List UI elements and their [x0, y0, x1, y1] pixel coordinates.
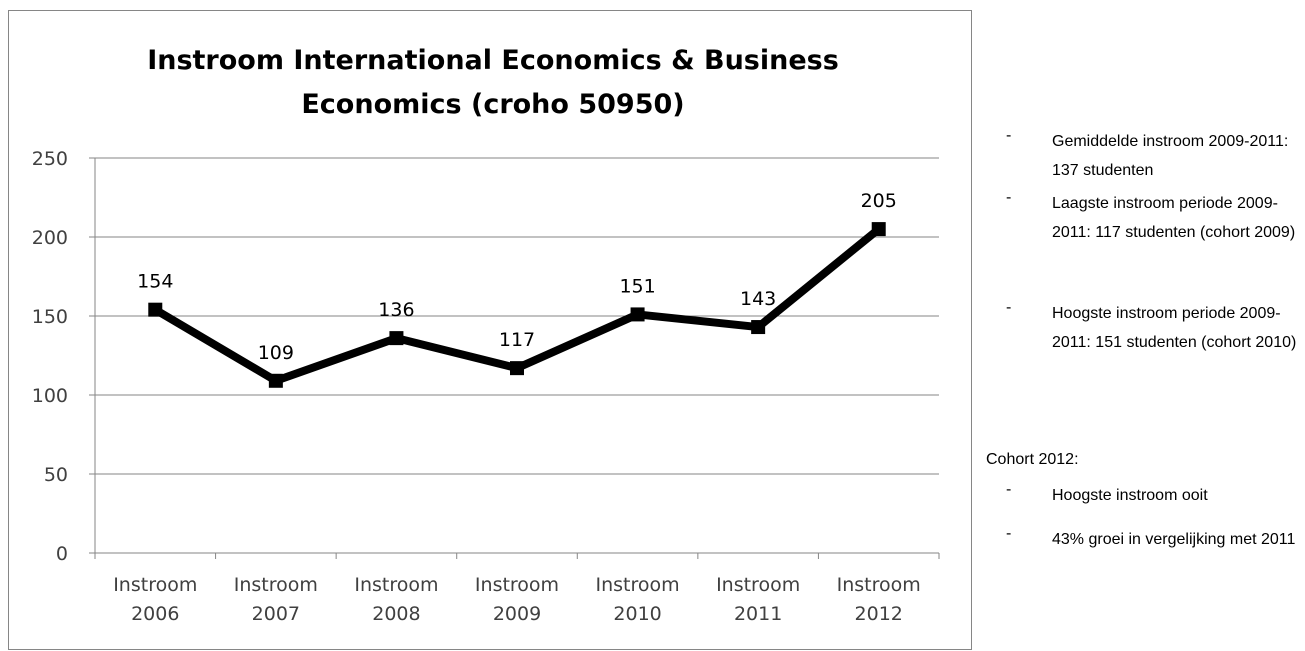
y-axis-ticks: 0 50 100 150 200 250: [32, 148, 68, 565]
data-label: 205: [861, 190, 897, 212]
note-dash: -: [1006, 525, 1012, 542]
x-category-label: Instroom 2008: [354, 574, 438, 625]
x-category-label-line: 2010: [613, 603, 661, 625]
note-text: Hoogste instroom ooit: [1052, 487, 1208, 504]
x-category-label: Instroom 2012: [837, 574, 921, 625]
x-category-label: Instroom 2011: [716, 574, 800, 625]
data-point-marker: [871, 222, 886, 237]
data-point-marker: [751, 320, 766, 335]
series-markers: [148, 222, 886, 388]
chart-title-line-1: Instroom International Economics & Busin…: [147, 45, 839, 76]
x-category-label: Instroom 2010: [595, 574, 679, 625]
y-tick-label: 0: [56, 543, 68, 565]
note-dash: -: [1006, 189, 1012, 206]
x-category-label-line: 2006: [131, 603, 179, 625]
x-category-label-line: 2009: [493, 603, 541, 625]
x-category-label-line: Instroom: [837, 574, 921, 596]
x-category-label: Instroom 2006: [113, 574, 197, 625]
cohort-heading: Cohort 2012:: [986, 451, 1079, 468]
data-point-marker: [510, 361, 524, 376]
note-text: 43% groei in vergelijking met 2011: [1052, 531, 1296, 548]
note-text: Gemiddelde instroom 2009-2011: 137 stude…: [1052, 133, 1289, 179]
x-category-label-line: Instroom: [595, 574, 679, 596]
x-category-label-line: Instroom: [354, 574, 438, 596]
x-category-label-line: Instroom: [234, 574, 318, 596]
x-category-label-line: Instroom: [475, 574, 559, 596]
line-chart: Instroom International Economics & Busin…: [32, 45, 940, 625]
data-label: 154: [137, 271, 173, 293]
x-category-label-line: 2011: [734, 603, 782, 625]
data-label: 136: [378, 299, 414, 321]
x-category-label: Instroom 2009: [475, 574, 559, 625]
y-tick-label: 200: [32, 227, 68, 249]
chart-title-line-2: Economics (croho 50950): [301, 89, 684, 120]
data-label: 151: [619, 275, 655, 297]
gridlines: [95, 157, 939, 475]
note-text: Hoogste instroom periode 2009-2011: 151 …: [1052, 305, 1297, 351]
x-category-label-line: Instroom: [113, 574, 197, 596]
note-text: Laagste instroom periode 2009-2011: 117 …: [1052, 195, 1296, 241]
axes: [89, 157, 940, 559]
notes-panel: - Gemiddelde instroom 2009-2011: 137 stu…: [986, 0, 1305, 646]
y-tick-label: 150: [32, 306, 68, 328]
data-labels: 154 109 136 117 151 143 205: [137, 190, 897, 364]
data-point-marker: [389, 331, 404, 346]
y-tick-label: 250: [32, 148, 68, 170]
data-point-marker: [630, 307, 645, 322]
note-dash: -: [1006, 127, 1012, 144]
x-category-label-line: 2012: [855, 603, 903, 625]
x-category-label-line: 2008: [372, 603, 420, 625]
y-tick-label: 100: [32, 385, 68, 407]
x-category-label-line: 2007: [252, 603, 300, 625]
data-point-marker: [268, 373, 283, 388]
note-dash: -: [1006, 299, 1012, 316]
chart-area: Instroom International Economics & Busin…: [8, 10, 972, 650]
data-label: 109: [258, 342, 294, 364]
data-label: 117: [499, 329, 535, 351]
x-category-label: Instroom 2007: [234, 574, 318, 625]
note-dash: -: [1006, 481, 1012, 498]
data-point-marker: [148, 302, 163, 317]
y-tick-label: 50: [44, 464, 68, 486]
x-category-label-line: Instroom: [716, 574, 800, 596]
data-label: 143: [740, 288, 776, 310]
